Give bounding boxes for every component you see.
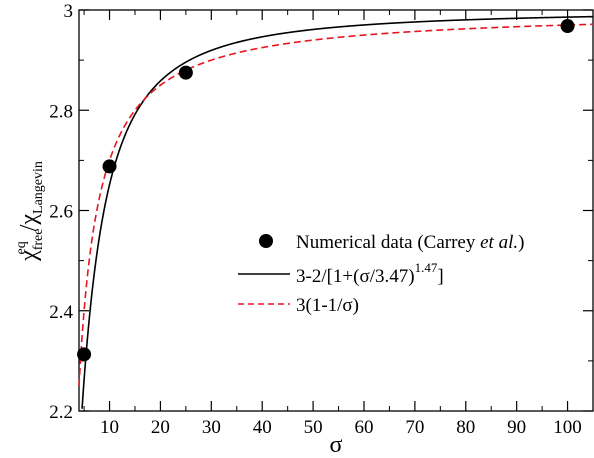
y-axis-sub-langevin: Langevin <box>31 161 46 214</box>
legend: Numerical data (Carrey et al.) 3-2/[1+(σ… <box>238 232 524 316</box>
legend-label-fit: 3-2/[1+(σ/3.47)1.47] <box>296 260 444 287</box>
minor-ticks <box>79 10 594 411</box>
y-axis-slash: / <box>16 224 42 231</box>
data-point <box>178 65 193 80</box>
series-layer <box>77 15 594 409</box>
legend-label-approx: 3(1-1/σ) <box>296 295 359 316</box>
legend-marker-numerical <box>259 234 273 248</box>
y-axis-chi-2: χ <box>16 214 42 226</box>
plot-frame <box>78 9 594 412</box>
y-tick-label: 2.8 <box>49 101 73 122</box>
fit-curve <box>81 15 594 409</box>
x-tick-label: 80 <box>456 417 475 438</box>
x-tick-label: 10 <box>100 417 119 438</box>
approx-curve <box>78 23 594 386</box>
x-tick-label: 20 <box>151 417 170 438</box>
x-tick-label: 100 <box>553 417 582 438</box>
y-axis-chi-1: χ <box>16 250 42 262</box>
data-point <box>77 347 92 362</box>
x-tick-label: 90 <box>507 417 526 438</box>
plot-area: 10 20 30 40 50 60 70 80 90 100 2.2 2.4 2.6 2.8 3 <box>49 1 594 438</box>
data-point <box>102 159 117 174</box>
legend-label-numerical: Numerical data (Carrey et al.) <box>296 232 524 253</box>
y-axis-sup-eq: eq <box>14 241 29 254</box>
x-tick-label: 40 <box>253 417 272 438</box>
y-tick-label: 2.4 <box>49 302 73 323</box>
y-axis-title: χfreeeq/χLangevin <box>14 161 46 262</box>
data-point <box>560 19 575 34</box>
y-axis-sub-free: free <box>31 229 46 251</box>
y-tick-label: 3 <box>64 1 74 22</box>
y-tick-label: 2.2 <box>49 402 73 423</box>
x-tick-label: 70 <box>405 417 424 438</box>
x-ticks: 10 20 30 40 50 60 70 80 90 100 <box>100 10 582 438</box>
y-ticks: 2.2 2.4 2.6 2.8 3 <box>49 1 593 423</box>
x-tick-label: 50 <box>304 417 323 438</box>
x-axis-title: σ <box>330 432 343 458</box>
y-tick-label: 2.6 <box>49 202 73 223</box>
x-tick-label: 60 <box>354 417 373 438</box>
x-tick-label: 30 <box>202 417 221 438</box>
